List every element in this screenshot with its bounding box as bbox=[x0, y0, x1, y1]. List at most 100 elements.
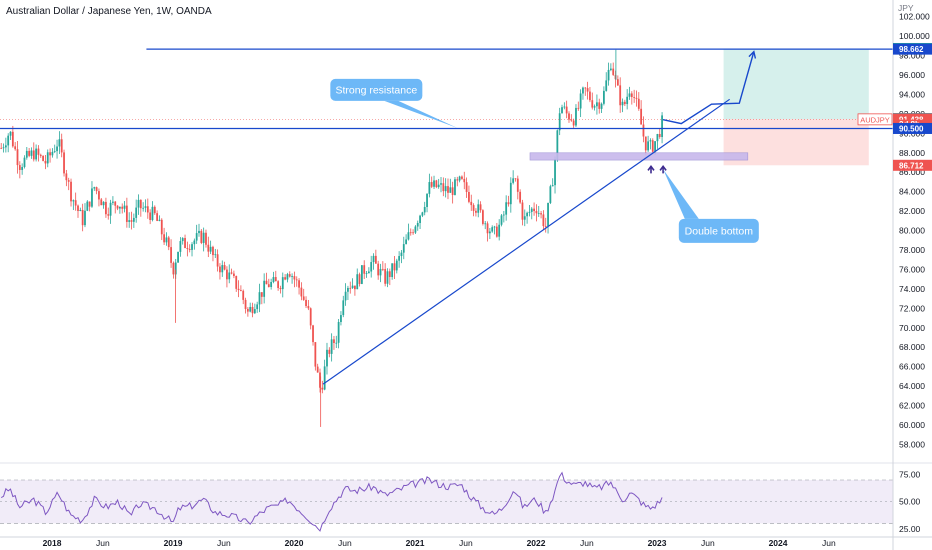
y-tick-label: 70.000 bbox=[899, 323, 925, 333]
candle-body bbox=[39, 154, 42, 156]
candle-body bbox=[253, 309, 256, 314]
candle-body bbox=[542, 214, 545, 227]
y-tick-label: 98.000 bbox=[899, 51, 925, 61]
candle-body bbox=[540, 213, 542, 215]
price-tag-label: 90.500 bbox=[899, 124, 924, 133]
candle-body bbox=[661, 115, 663, 137]
candle-body bbox=[267, 284, 270, 287]
candle-body bbox=[233, 273, 235, 277]
candle-body bbox=[314, 342, 317, 367]
rsi-tick-label: 50.00 bbox=[899, 497, 921, 507]
candle-body bbox=[528, 211, 531, 213]
candle-body bbox=[258, 292, 261, 305]
candle-body bbox=[144, 206, 147, 208]
candle-body bbox=[491, 227, 494, 232]
candle-body bbox=[554, 159, 556, 186]
candle-body bbox=[575, 107, 577, 126]
candle-body bbox=[356, 274, 359, 290]
candle-body bbox=[644, 136, 647, 151]
candle-body bbox=[398, 256, 401, 261]
y-tick-label: 86.000 bbox=[899, 167, 925, 177]
candle-body bbox=[379, 268, 382, 276]
candle-body bbox=[198, 230, 200, 234]
candle-body bbox=[146, 206, 149, 213]
candle-body bbox=[200, 230, 203, 243]
symbol-tag-label: AUDJPY bbox=[860, 115, 890, 124]
candle-body bbox=[295, 279, 298, 281]
candle-body bbox=[51, 151, 54, 156]
candle-body bbox=[360, 265, 363, 284]
candle-body bbox=[512, 178, 515, 183]
candle-body bbox=[351, 285, 354, 289]
price-tag bbox=[893, 159, 932, 171]
candle-body bbox=[174, 262, 177, 275]
candle-body bbox=[272, 277, 275, 282]
candle-body bbox=[158, 219, 161, 221]
candle-body bbox=[349, 287, 352, 289]
candle-body bbox=[214, 254, 217, 256]
candle-body bbox=[589, 91, 591, 101]
candle-body bbox=[274, 277, 277, 282]
candle-body bbox=[658, 134, 661, 137]
candle-body bbox=[77, 205, 79, 211]
y-tick-label: 84.000 bbox=[899, 187, 925, 197]
candle-body bbox=[335, 342, 338, 344]
y-tick-label: 100.000 bbox=[899, 31, 930, 41]
candle-body bbox=[32, 150, 35, 160]
candle-body bbox=[319, 372, 321, 388]
candle-body bbox=[291, 276, 293, 277]
candle-body bbox=[544, 226, 547, 227]
candle-body bbox=[584, 87, 587, 89]
candle-body bbox=[137, 199, 140, 208]
candle-body bbox=[263, 280, 266, 297]
candle-body bbox=[500, 215, 503, 225]
candle-body bbox=[163, 234, 165, 243]
candle-body bbox=[458, 176, 461, 181]
candle-body bbox=[509, 182, 512, 205]
candle-body bbox=[505, 202, 508, 215]
candle-body bbox=[642, 124, 645, 137]
candle-body bbox=[607, 69, 610, 81]
candle-body bbox=[186, 248, 189, 249]
candle-body bbox=[81, 209, 84, 226]
strong-resistance-label: Strong resistance bbox=[335, 84, 417, 96]
candle-body bbox=[100, 199, 103, 206]
candle-body bbox=[549, 186, 552, 203]
candle-body bbox=[533, 208, 535, 212]
candle-body bbox=[246, 308, 249, 312]
candle-body bbox=[135, 207, 138, 218]
price-tag bbox=[893, 43, 932, 55]
y-tick-label: 62.000 bbox=[899, 401, 925, 411]
candle-body bbox=[563, 106, 566, 108]
candle-body bbox=[400, 252, 403, 257]
y-tick-label: 60.000 bbox=[899, 420, 925, 430]
candle-body bbox=[475, 210, 477, 213]
candle-body bbox=[468, 192, 470, 202]
candle-body bbox=[70, 181, 72, 202]
candle-body bbox=[44, 160, 47, 164]
candle-body bbox=[130, 220, 133, 222]
price-tag-label: 86.712 bbox=[899, 161, 924, 170]
candle-body bbox=[530, 208, 533, 212]
x-tick-label: 2024 bbox=[769, 538, 788, 548]
candle-body bbox=[461, 176, 463, 179]
candle-body bbox=[556, 130, 559, 160]
candle-body bbox=[28, 150, 31, 156]
candle-body bbox=[79, 209, 82, 211]
ascending-trendline bbox=[322, 98, 730, 385]
candle-body bbox=[367, 271, 370, 274]
y-tick-label: 66.000 bbox=[899, 362, 925, 372]
y-tick-label: 80.000 bbox=[899, 226, 925, 236]
candle-body bbox=[116, 205, 119, 209]
candle-body bbox=[109, 202, 112, 216]
candle-body bbox=[16, 149, 19, 166]
candle-body bbox=[7, 135, 10, 146]
candle-body bbox=[249, 306, 252, 312]
candle-body bbox=[239, 290, 242, 291]
candle-body bbox=[95, 187, 98, 192]
candle-body bbox=[395, 260, 398, 271]
candle-body bbox=[312, 325, 314, 343]
candle-body bbox=[656, 134, 659, 142]
candle-body bbox=[18, 165, 21, 170]
candle-body bbox=[440, 183, 442, 185]
